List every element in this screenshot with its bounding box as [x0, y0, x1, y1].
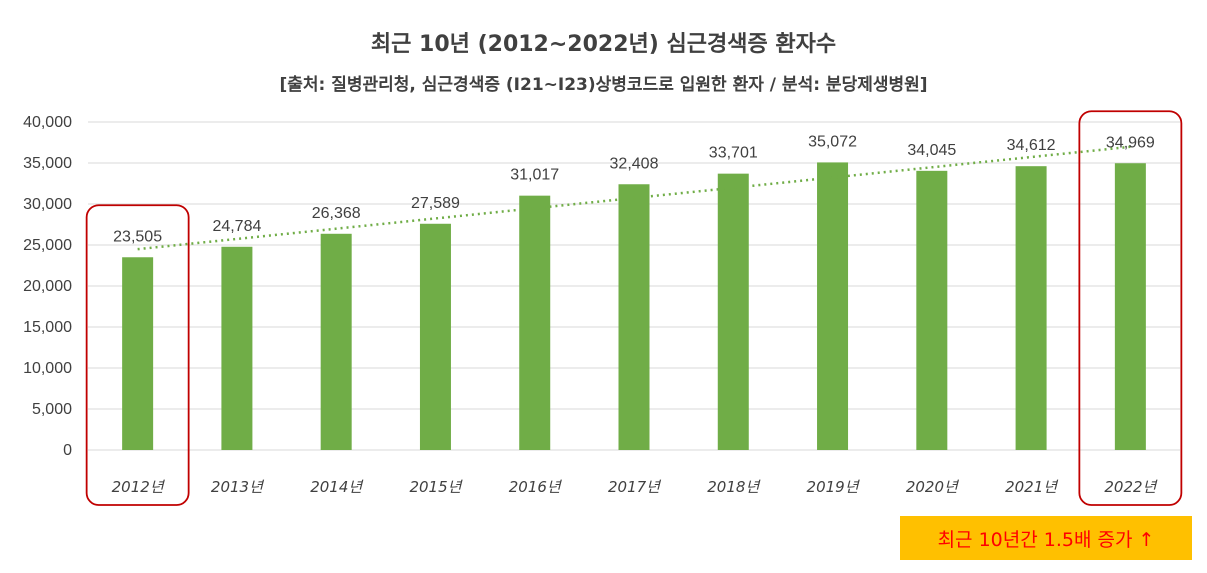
x-tick-label: 2012년 [112, 478, 166, 496]
data-label: 32,408 [610, 155, 659, 172]
y-tick-label: 40,000 [23, 114, 72, 131]
y-tick-label: 5,000 [32, 401, 72, 418]
bar [1114, 163, 1146, 450]
data-label: 35,072 [808, 133, 857, 150]
highlight-box [85, 204, 190, 506]
y-tick-label: 10,000 [23, 360, 72, 377]
y-tick-label: 20,000 [23, 278, 72, 295]
highlight-box [1078, 110, 1183, 506]
highlight-boxes [85, 110, 1183, 506]
bar [916, 170, 948, 450]
y-tick-label: 35,000 [23, 155, 72, 172]
data-label: 33,701 [709, 145, 758, 162]
chart-title: 최근 10년 (2012~2022년) 심근경색증 환자수 [370, 32, 837, 57]
y-axis: 0 5,000 10,000 15,000 20,000 25,000 30,000 35,0… [23, 114, 72, 459]
trendline [137, 145, 1131, 251]
x-tick-label: 2013년 [211, 478, 265, 496]
x-tick-label: 2021년 [1005, 478, 1059, 496]
x-axis: 2012년 2013년 2014년 2015년 2016년 2017년 2018년 2019년… [112, 478, 1159, 496]
bar [519, 195, 551, 450]
x-tick-label: 2016년 [509, 478, 563, 496]
y-tick-label: 30,000 [23, 196, 72, 213]
y-tick-label: 0 [63, 442, 72, 459]
growth-callout: 최근 10년간 1.5배 증가 ↑ [900, 516, 1192, 560]
bar [122, 257, 154, 450]
x-tick-label: 2015년 [409, 478, 463, 496]
data-label: 34,969 [1106, 134, 1155, 151]
y-tick-label: 25,000 [23, 237, 72, 254]
bar [618, 184, 650, 450]
x-tick-label: 2017년 [608, 478, 662, 496]
data-label: 34,612 [1007, 137, 1056, 154]
trend-line [137, 145, 1131, 251]
bar [817, 162, 849, 450]
bar [717, 173, 749, 450]
y-tick-label: 15,000 [23, 319, 72, 336]
bar [221, 246, 253, 450]
data-label: 31,017 [510, 167, 559, 184]
data-label: 27,589 [411, 195, 460, 212]
chart-subtitle: [출처: 질병관리청, 심근경색증 (I21~I23)상병코드로 입원한 환자 … [279, 75, 928, 95]
data-labels: 23,505 24,784 26,368 27,589 31,017 32,408 33,7… [113, 133, 1155, 245]
x-tick-label: 2014년 [310, 478, 364, 496]
bar [1015, 166, 1047, 451]
bar [320, 233, 352, 450]
data-label: 34,045 [907, 142, 956, 159]
bars [122, 162, 1146, 451]
bar [419, 223, 451, 450]
x-tick-label: 2022년 [1104, 478, 1158, 496]
data-label: 26,368 [312, 205, 361, 222]
x-tick-label: 2019년 [807, 478, 861, 496]
data-label: 24,784 [212, 218, 261, 235]
x-tick-label: 2018년 [707, 478, 761, 496]
x-tick-label: 2020년 [906, 478, 960, 496]
data-label: 23,505 [113, 228, 162, 245]
